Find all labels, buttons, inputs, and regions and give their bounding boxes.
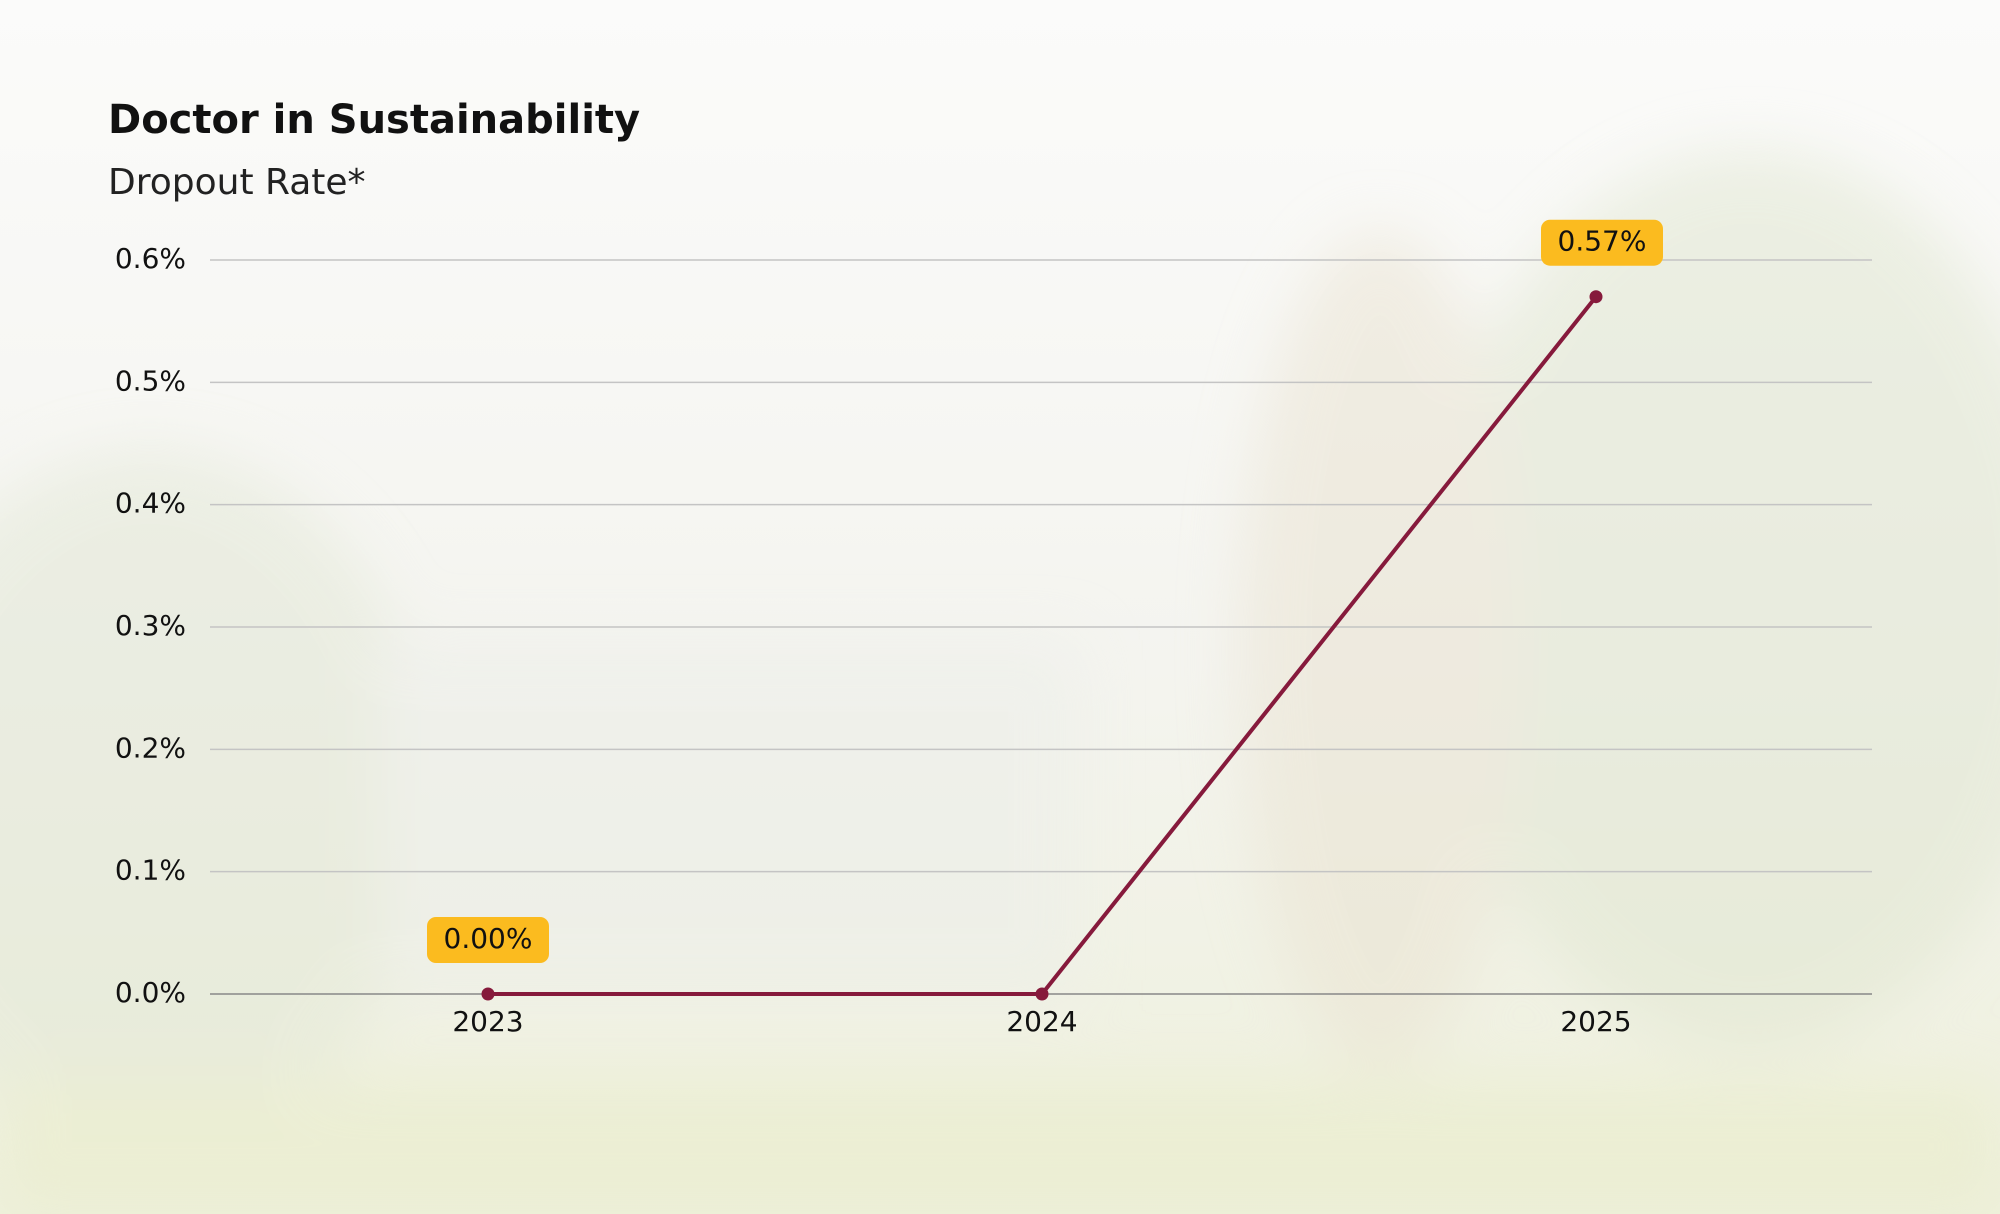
value-label: 0.57% [1558,225,1647,258]
y-tick-label: 0.6% [115,242,186,275]
chart-subtitle: Dropout Rate* [108,162,366,203]
y-tick-label: 0.2% [115,731,186,764]
y-tick-label: 0.4% [115,487,186,520]
y-tick-label: 0.0% [115,976,186,1009]
data-point [1589,290,1603,304]
y-tick-label: 0.5% [115,364,186,397]
data-point [1035,987,1049,1001]
value-label-box [427,917,549,963]
x-tick-label: 2024 [1006,1005,1077,1038]
background-photo [0,150,2000,1214]
x-tick-label: 2025 [1560,1005,1631,1038]
x-tick-label: 2023 [452,1005,523,1038]
y-tick-label: 0.1% [115,854,186,887]
data-point [481,987,495,1001]
y-tick-label: 0.3% [115,609,186,642]
value-label-box [1541,219,1663,266]
value-label: 0.00% [444,922,533,955]
chart-title: Doctor in Sustainability [108,97,640,143]
